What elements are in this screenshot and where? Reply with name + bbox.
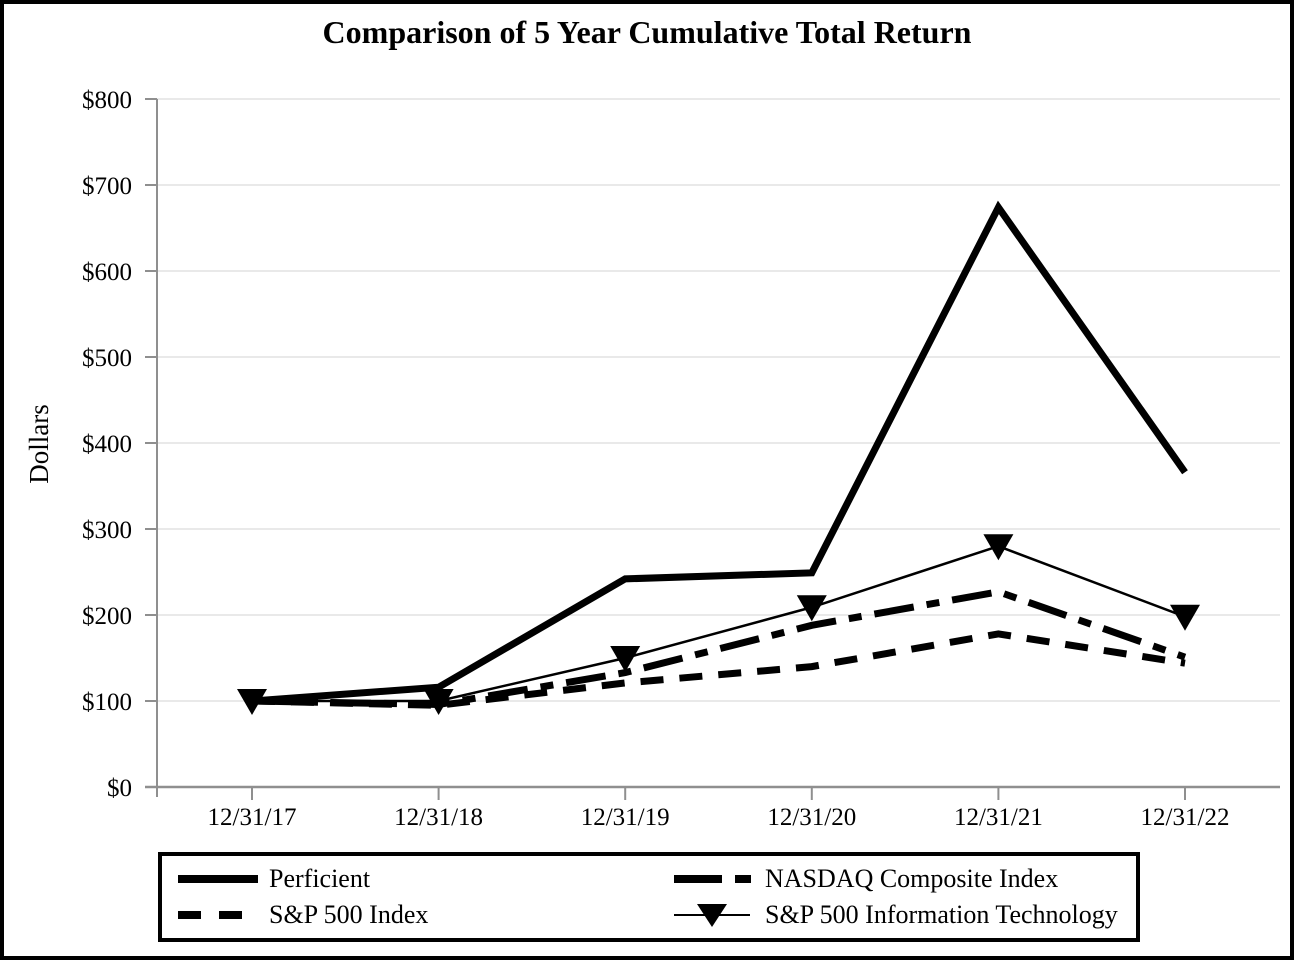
legend-item-sp500: S&P 500 Index <box>176 900 672 930</box>
series-marker-triangle-s-p-500-information-technology <box>796 595 827 622</box>
x-axis-tick-label: 12/31/18 <box>394 804 483 831</box>
series-marker-triangle-s-p-500-information-technology <box>237 689 267 715</box>
y-axis-tick-label: $600 <box>82 259 132 286</box>
y-axis-title: Dollars <box>24 404 54 483</box>
legend-label-nasdaq-composite: NASDAQ Composite Index <box>765 864 1059 893</box>
y-axis-tick-label: $800 <box>82 87 132 114</box>
y-axis-tick-label: $400 <box>82 431 132 458</box>
x-axis-tick-label: 12/31/22 <box>1141 804 1230 831</box>
legend-label-perficient: Perficient <box>269 864 371 893</box>
y-axis-tick-label: $500 <box>82 345 132 372</box>
legend-swatch-solid-thick-line <box>178 875 258 883</box>
series-line-nasdaq-composite-index <box>251 588 1187 708</box>
series-line-s-p-500-index <box>251 630 1186 709</box>
series-marker-triangle-s-p-500-information-technology <box>983 534 1014 561</box>
y-axis-tick-label: $0 <box>107 775 132 802</box>
series-line-perficient <box>251 200 1188 705</box>
triangle-marker-sample <box>697 904 727 927</box>
x-axis-tick-label: 12/31/19 <box>581 804 670 831</box>
legend-item-perficient: Perficient <box>176 864 672 894</box>
series-line-s-p-500-information-technology <box>252 544 1186 703</box>
series-marker-triangle-s-p-500-information-technology <box>423 689 454 715</box>
legend-label-sp500-information-technology: S&P 500 Information Technology <box>765 900 1118 929</box>
legend-swatch-triangle-marker-line <box>674 904 750 927</box>
y-axis-tick-label: $200 <box>82 603 132 630</box>
chart-title: Comparison of 5 Year Cumulative Total Re… <box>322 14 972 50</box>
chart-legend: Perficient NASDAQ Composite Index S&P 50… <box>158 852 1140 942</box>
y-axis-tick-label: $100 <box>82 689 132 716</box>
x-axis-tick-label: 12/31/20 <box>767 804 856 831</box>
legend-swatch-dashed-line <box>178 911 260 919</box>
line-chart-plot-area: $0 $100 $200 $300 $400 $500 $600 $700 $800 12/31/… <box>24 87 1280 831</box>
legend-item-nasdaq-composite: NASDAQ Composite Index <box>672 864 1136 894</box>
x-axis-tick-label: 12/31/17 <box>208 804 297 831</box>
legend-item-sp500-information-technology: S&P 500 Information Technology <box>672 900 1136 930</box>
legend-label-sp500: S&P 500 Index <box>269 900 429 929</box>
series-marker-triangle-s-p-500-information-technology <box>610 646 641 672</box>
x-axis-tick-label: 12/31/21 <box>954 804 1043 831</box>
y-axis-tick-label: $300 <box>82 517 132 544</box>
legend-swatch-long-dash-line <box>674 875 756 883</box>
y-axis-tick-label: $700 <box>82 173 132 200</box>
series-marker-triangle-s-p-500-information-technology <box>1170 604 1200 631</box>
